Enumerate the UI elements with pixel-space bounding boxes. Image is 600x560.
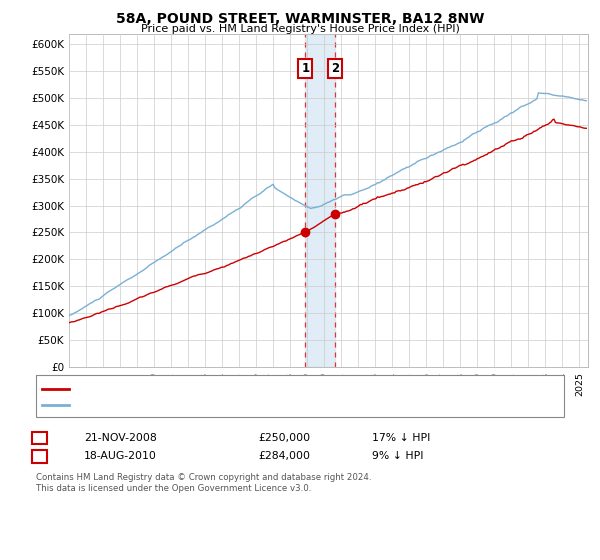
- Text: 58A, POUND STREET, WARMINSTER, BA12 8NW: 58A, POUND STREET, WARMINSTER, BA12 8NW: [116, 12, 484, 26]
- Text: £284,000: £284,000: [258, 451, 310, 461]
- Text: 58A, POUND STREET, WARMINSTER, BA12 8NW (detached house): 58A, POUND STREET, WARMINSTER, BA12 8NW …: [75, 384, 402, 394]
- Text: 2: 2: [35, 451, 43, 461]
- Text: Contains HM Land Registry data © Crown copyright and database right 2024.
This d: Contains HM Land Registry data © Crown c…: [36, 473, 371, 493]
- Text: 1: 1: [301, 62, 310, 75]
- Text: Price paid vs. HM Land Registry's House Price Index (HPI): Price paid vs. HM Land Registry's House …: [140, 24, 460, 34]
- Text: HPI: Average price, detached house, Wiltshire: HPI: Average price, detached house, Wilt…: [75, 400, 303, 410]
- Text: 17% ↓ HPI: 17% ↓ HPI: [372, 433, 430, 443]
- Text: 21-NOV-2008: 21-NOV-2008: [84, 433, 157, 443]
- Text: £250,000: £250,000: [258, 433, 310, 443]
- Bar: [305, 34, 335, 367]
- Text: 2: 2: [331, 62, 339, 75]
- Text: 1: 1: [35, 433, 43, 443]
- Text: 9% ↓ HPI: 9% ↓ HPI: [372, 451, 424, 461]
- Text: 18-AUG-2010: 18-AUG-2010: [84, 451, 157, 461]
